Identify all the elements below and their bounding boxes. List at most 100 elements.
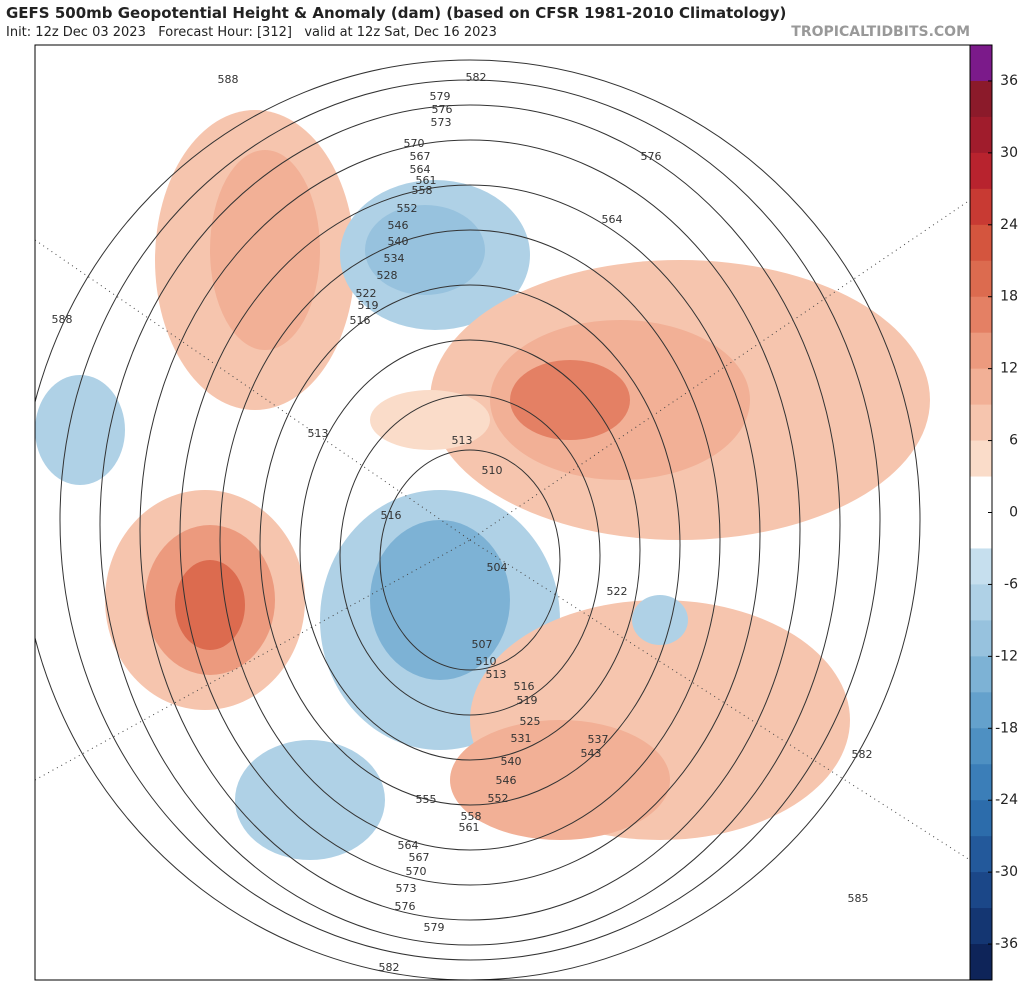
contour-label: 507 bbox=[472, 638, 493, 651]
colorbar-band bbox=[970, 872, 992, 909]
contour-label: 567 bbox=[409, 851, 430, 864]
contour-label: 588 bbox=[52, 313, 73, 326]
source: TROPICALTIDBITS.COM bbox=[791, 24, 970, 40]
contour-label: 504 bbox=[487, 561, 508, 574]
contour-label: 510 bbox=[476, 655, 497, 668]
contour-label: 585 bbox=[848, 892, 869, 905]
colorbar-band bbox=[970, 296, 992, 334]
contour-label: 579 bbox=[424, 921, 445, 934]
contour-label: 564 bbox=[398, 839, 419, 852]
contour-label: 582 bbox=[466, 71, 487, 84]
contour-label: 552 bbox=[488, 792, 509, 805]
contour-label: 573 bbox=[431, 116, 452, 129]
contour-label: 528 bbox=[377, 269, 398, 282]
colorbar: 36 30 24 18 12 6 0 -6 -12 -18 -24 -30 -36 bbox=[969, 44, 1018, 981]
colorbar-band bbox=[970, 80, 992, 118]
contour-label: 567 bbox=[410, 150, 431, 163]
contour-label: 570 bbox=[406, 865, 427, 878]
colorbar-band bbox=[970, 800, 992, 837]
colorbar-band bbox=[970, 944, 992, 981]
colorbar-label: 30 bbox=[1000, 145, 1018, 161]
contour-label: 570 bbox=[404, 137, 425, 150]
contour-label: 561 bbox=[459, 821, 480, 834]
contour-label: 576 bbox=[395, 900, 416, 913]
colorbar-band bbox=[970, 332, 992, 370]
contour-label: 513 bbox=[452, 434, 473, 447]
colorbar-band bbox=[970, 764, 992, 801]
colorbar-band bbox=[970, 584, 992, 621]
contour-labels: 588 582 579 576 573 570 567 564 561 558 … bbox=[52, 71, 873, 974]
contour-label: 582 bbox=[379, 961, 400, 974]
colorbar-band bbox=[970, 836, 992, 873]
contour-label: 558 bbox=[461, 810, 482, 823]
contour-label: 558 bbox=[412, 184, 433, 197]
colorbar-label: 12 bbox=[1000, 361, 1018, 377]
colorbar-band bbox=[970, 620, 992, 657]
contour-label: 579 bbox=[430, 90, 451, 103]
colorbar-label: -36 bbox=[995, 936, 1018, 952]
contour-label: 531 bbox=[511, 732, 532, 745]
subtitle: Init: 12z Dec 03 2023 Forecast Hour: [31… bbox=[6, 25, 497, 40]
colorbar-band bbox=[970, 512, 992, 549]
colorbar-band bbox=[970, 908, 992, 945]
colorbar-label: -12 bbox=[995, 648, 1018, 664]
colorbar-band bbox=[970, 548, 992, 585]
contour-label: 540 bbox=[388, 235, 409, 248]
colorbar-band bbox=[970, 45, 992, 82]
graticule bbox=[35, 199, 970, 861]
contour-label: 516 bbox=[514, 680, 535, 693]
contour-label: 555 bbox=[416, 793, 437, 806]
colorbar-label: -24 bbox=[995, 792, 1018, 808]
colorbar-band bbox=[970, 728, 992, 765]
contour-label: 552 bbox=[397, 202, 418, 215]
colorbar-band bbox=[970, 224, 992, 262]
contour-label: 537 bbox=[588, 733, 609, 746]
contour-label: 576 bbox=[432, 103, 453, 116]
contour-label: 513 bbox=[308, 427, 329, 440]
colorbar-label: -18 bbox=[995, 720, 1018, 736]
contour-label: 543 bbox=[581, 747, 602, 760]
contour-label: 564 bbox=[410, 163, 431, 176]
contour-label: 516 bbox=[350, 314, 371, 327]
contour-label: 522 bbox=[356, 287, 377, 300]
colorbar-label: -6 bbox=[1004, 576, 1018, 592]
colorbar-band bbox=[970, 188, 992, 226]
map-area bbox=[35, 45, 970, 980]
colorbar-band bbox=[970, 692, 992, 729]
contour-label: 561 bbox=[416, 174, 437, 187]
colorbar-band bbox=[970, 476, 992, 513]
colorbar-band bbox=[970, 152, 992, 190]
contour-label: 546 bbox=[388, 219, 409, 232]
colorbar-band bbox=[970, 404, 992, 442]
height-contours bbox=[35, 59, 921, 980]
contour-label: 525 bbox=[520, 715, 541, 728]
title: GEFS 500mb Geopotential Height & Anomaly… bbox=[6, 4, 787, 22]
contour-label: 576 bbox=[641, 150, 662, 163]
contour-label: 519 bbox=[358, 299, 379, 312]
colorbar-label: 24 bbox=[1000, 217, 1018, 233]
contour-label: 588 bbox=[218, 73, 239, 86]
contour-label: 582 bbox=[852, 748, 873, 761]
colorbar-label: -30 bbox=[995, 864, 1018, 880]
contour-label: 534 bbox=[384, 252, 405, 265]
contour-label: 510 bbox=[482, 464, 503, 477]
colorbar-band bbox=[970, 440, 992, 478]
colorbar-band bbox=[970, 260, 992, 298]
contour-label: 564 bbox=[602, 213, 623, 226]
colorbar-label: 0 bbox=[1009, 505, 1018, 521]
colorbar-label: 36 bbox=[1000, 73, 1018, 89]
colorbar-band bbox=[970, 368, 992, 406]
colorbar-band bbox=[970, 116, 992, 154]
colorbar-label: 6 bbox=[1009, 433, 1018, 449]
contour-label: 573 bbox=[396, 882, 417, 895]
contour-label: 516 bbox=[381, 509, 402, 522]
contour-label: 513 bbox=[486, 668, 507, 681]
colorbar-band bbox=[970, 656, 992, 693]
colorbar-label: 18 bbox=[1000, 289, 1018, 305]
contour-label: 540 bbox=[501, 755, 522, 768]
contour-label: 519 bbox=[517, 694, 538, 707]
contour-label: 546 bbox=[496, 774, 517, 787]
contour-label: 522 bbox=[607, 585, 628, 598]
